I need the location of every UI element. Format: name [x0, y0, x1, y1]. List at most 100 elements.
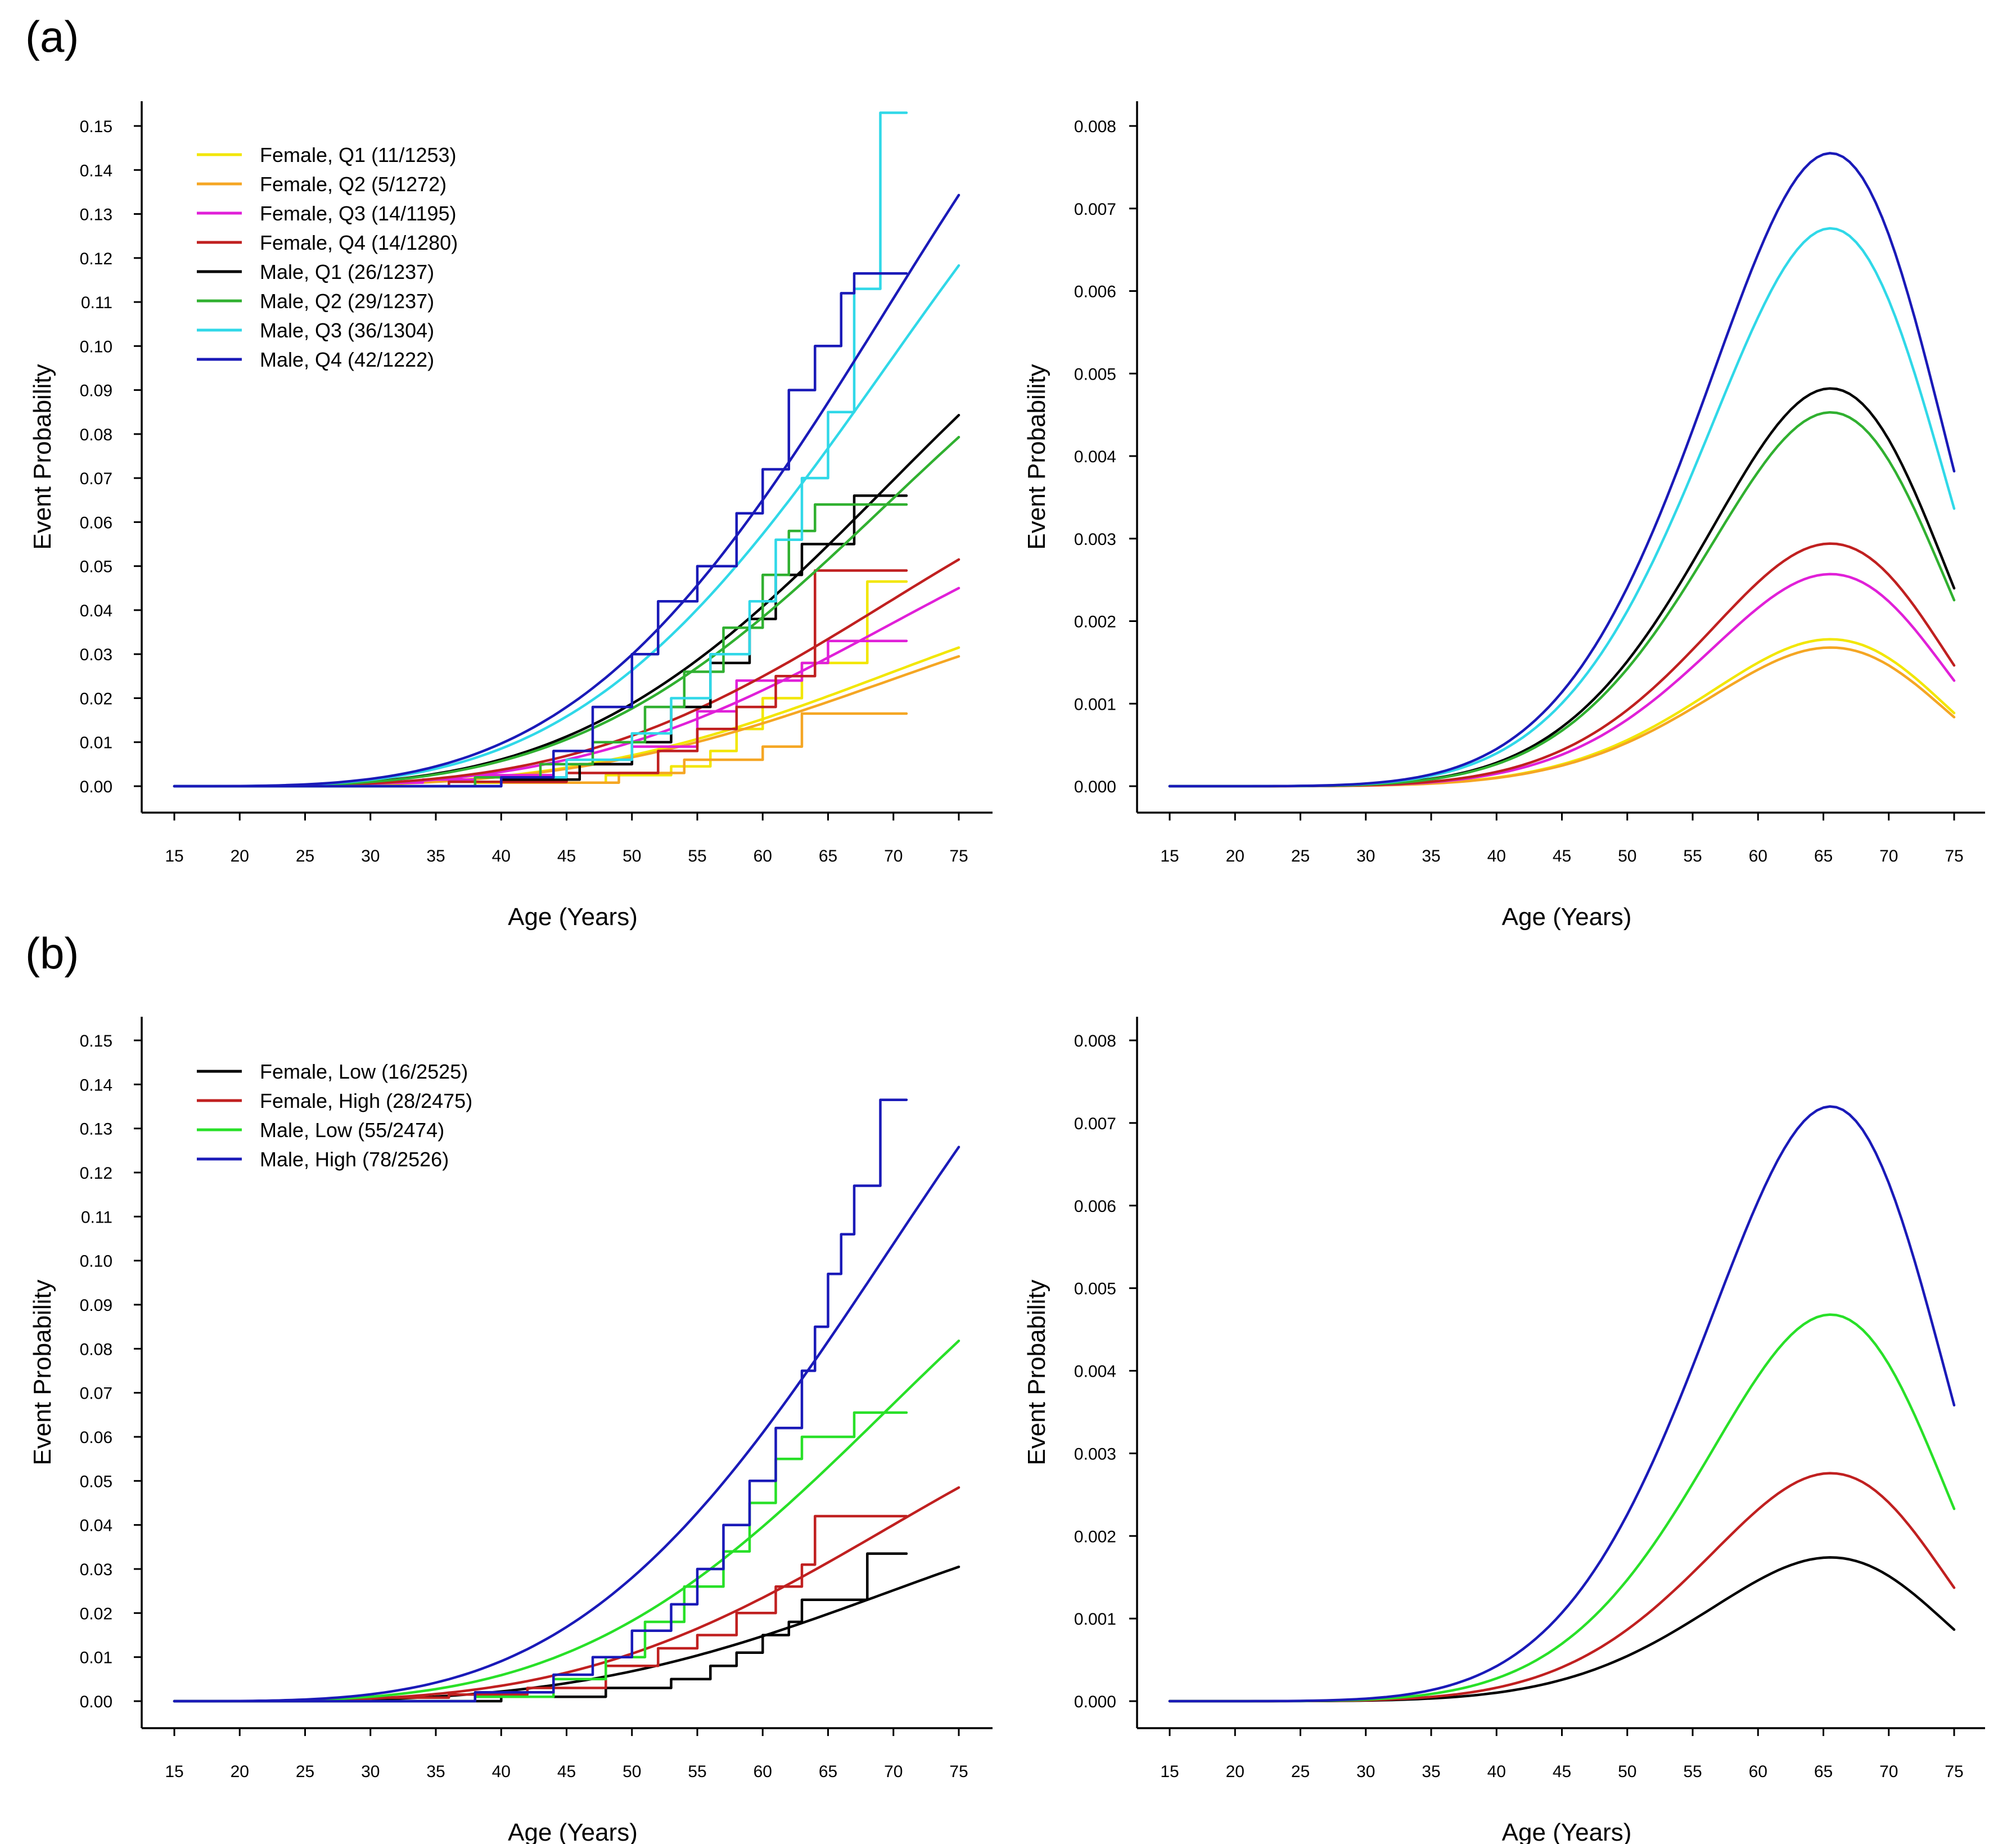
x-tick-label: 15	[165, 1762, 183, 1781]
x-tick-label: 55	[1683, 847, 1702, 865]
legend-entry: Female, Q4 (14/1280)	[260, 231, 458, 254]
y-tick-label: 0.14	[80, 1076, 112, 1094]
x-tick-label: 50	[1618, 1762, 1636, 1781]
x-tick-label: 75	[949, 1762, 968, 1781]
legend-entry: Female, Q1 (11/1253)	[260, 143, 457, 166]
x-tick-label: 35	[426, 847, 445, 865]
y-tick-label: 0.001	[1074, 1610, 1116, 1629]
y-tick-label: 0.02	[80, 689, 112, 708]
x-tick-label: 20	[1226, 847, 1244, 865]
y-tick-label: 0.006	[1074, 283, 1116, 301]
legend-entry: Male, Q1 (26/1237)	[260, 260, 434, 283]
x-tick-label: 65	[1814, 1762, 1833, 1781]
x-tick-label: 45	[1553, 1762, 1571, 1781]
x-tick-label: 25	[1291, 1762, 1310, 1781]
y-tick-label: 0.11	[81, 1208, 112, 1227]
x-tick-label: 25	[1291, 847, 1310, 865]
y-tick-label: 0.003	[1074, 1445, 1116, 1463]
x-tick-label: 40	[1487, 1762, 1506, 1781]
series-group	[1168, 1105, 1956, 1703]
series-group	[173, 1098, 960, 1703]
x-tick-label: 65	[819, 1762, 837, 1781]
y-tick-label: 0.11	[81, 294, 112, 312]
x-tick-label: 70	[1879, 1762, 1898, 1781]
x-tick-label: 20	[231, 1762, 249, 1781]
y-tick-label: 0.05	[80, 1472, 112, 1491]
x-tick-label: 40	[492, 847, 511, 865]
x-axis-title: Age (Years)	[1502, 1819, 1632, 1844]
density-curve	[1168, 1105, 1956, 1703]
x-tick-label: 65	[1814, 847, 1833, 865]
x-tick-label: 50	[623, 847, 641, 865]
y-tick-label: 0.13	[80, 1120, 112, 1139]
legend-entry: Male, Q2 (29/1237)	[260, 290, 434, 313]
x-tick-label: 55	[688, 1762, 706, 1781]
km-step-line	[173, 1514, 908, 1703]
legend-entry: Female, Q3 (14/1195)	[260, 202, 457, 225]
y-tick-label: 0.14	[80, 161, 112, 180]
y-axis-title: Event Probability	[1023, 1279, 1050, 1465]
y-tick-label: 0.03	[80, 1561, 112, 1579]
x-tick-label: 75	[1945, 1762, 1963, 1781]
legend-entry: Female, Q2 (5/1272)	[260, 173, 447, 196]
km-step-line	[173, 111, 908, 788]
x-tick-label: 70	[1879, 847, 1898, 865]
y-tick-label: 0.004	[1074, 1363, 1116, 1381]
y-tick-label: 0.001	[1074, 695, 1116, 714]
y-tick-label: 0.04	[80, 602, 112, 620]
legend-entry: Male, Q4 (42/1222)	[260, 348, 434, 371]
y-tick-label: 0.12	[80, 250, 112, 268]
legend: Female, Low (16/2525) Female, High (28/24…	[197, 1060, 472, 1171]
series-group	[1168, 152, 1956, 788]
x-tick-label: 35	[426, 1762, 445, 1781]
legend-entry: Male, Low (55/2474)	[260, 1119, 444, 1142]
y-tick-label: 0.00	[80, 1693, 112, 1711]
y-tick-label: 0.04	[80, 1517, 112, 1535]
legend-entry: Female, Low (16/2525)	[260, 1060, 468, 1083]
chart-b-right: 15 20 25 30 35 40 45 50 55 60 65 70 75 0.000 0.001 0.00…	[1023, 1017, 1985, 1844]
x-tick-label: 30	[361, 847, 380, 865]
x-axis-title: Age (Years)	[508, 1819, 638, 1844]
x-tick-label: 70	[884, 1762, 903, 1781]
x-tick-label: 15	[165, 847, 183, 865]
x-tick-label: 75	[1945, 847, 1963, 865]
y-tick-label: 0.005	[1074, 365, 1116, 384]
x-tick-label: 40	[492, 1762, 511, 1781]
x-tick-label: 45	[557, 1762, 576, 1781]
x-axis-title: Age (Years)	[1502, 903, 1632, 931]
y-tick-label: 0.05	[80, 558, 112, 576]
y-tick-label: 0.000	[1074, 1693, 1116, 1711]
x-tick-label: 60	[754, 1762, 772, 1781]
x-tick-label: 45	[1553, 847, 1571, 865]
y-tick-label: 0.002	[1074, 1527, 1116, 1546]
x-tick-label: 55	[688, 847, 706, 865]
y-tick-label: 0.15	[80, 1032, 112, 1051]
y-tick-label: 0.002	[1074, 613, 1116, 632]
x-tick-label: 75	[949, 847, 968, 865]
y-tick-label: 0.000	[1074, 778, 1116, 796]
x-tick-label: 25	[296, 847, 314, 865]
y-tick-label: 0.13	[80, 206, 112, 224]
legend-entry: Female, High (28/2475)	[260, 1089, 472, 1112]
chart-b-left: 15 20 25 30 35 40 45 50 55 60 65 70 75 0.00 0.01 0.02 0.…	[29, 1017, 993, 1844]
y-tick-label: 0.08	[80, 1340, 112, 1359]
km-step-line	[173, 569, 908, 788]
y-tick-label: 0.06	[80, 513, 112, 532]
x-tick-label: 35	[1422, 847, 1440, 865]
y-tick-label: 0.005	[1074, 1280, 1116, 1299]
y-tick-label: 0.003	[1074, 530, 1116, 549]
x-tick-label: 20	[231, 847, 249, 865]
panel-label-b: (b)	[25, 928, 79, 978]
x-tick-label: 30	[1356, 847, 1375, 865]
x-tick-label: 30	[361, 1762, 380, 1781]
x-tick-label: 60	[1749, 1762, 1767, 1781]
legend-entry: Male, High (78/2526)	[260, 1148, 449, 1171]
y-axis-title: Event Probability	[29, 364, 56, 549]
density-curve	[1168, 152, 1956, 788]
y-tick-label: 0.006	[1074, 1197, 1116, 1216]
y-tick-label: 0.03	[80, 646, 112, 664]
x-tick-label: 35	[1422, 1762, 1440, 1781]
km-step-line	[173, 503, 908, 788]
y-tick-label: 0.10	[80, 337, 112, 356]
